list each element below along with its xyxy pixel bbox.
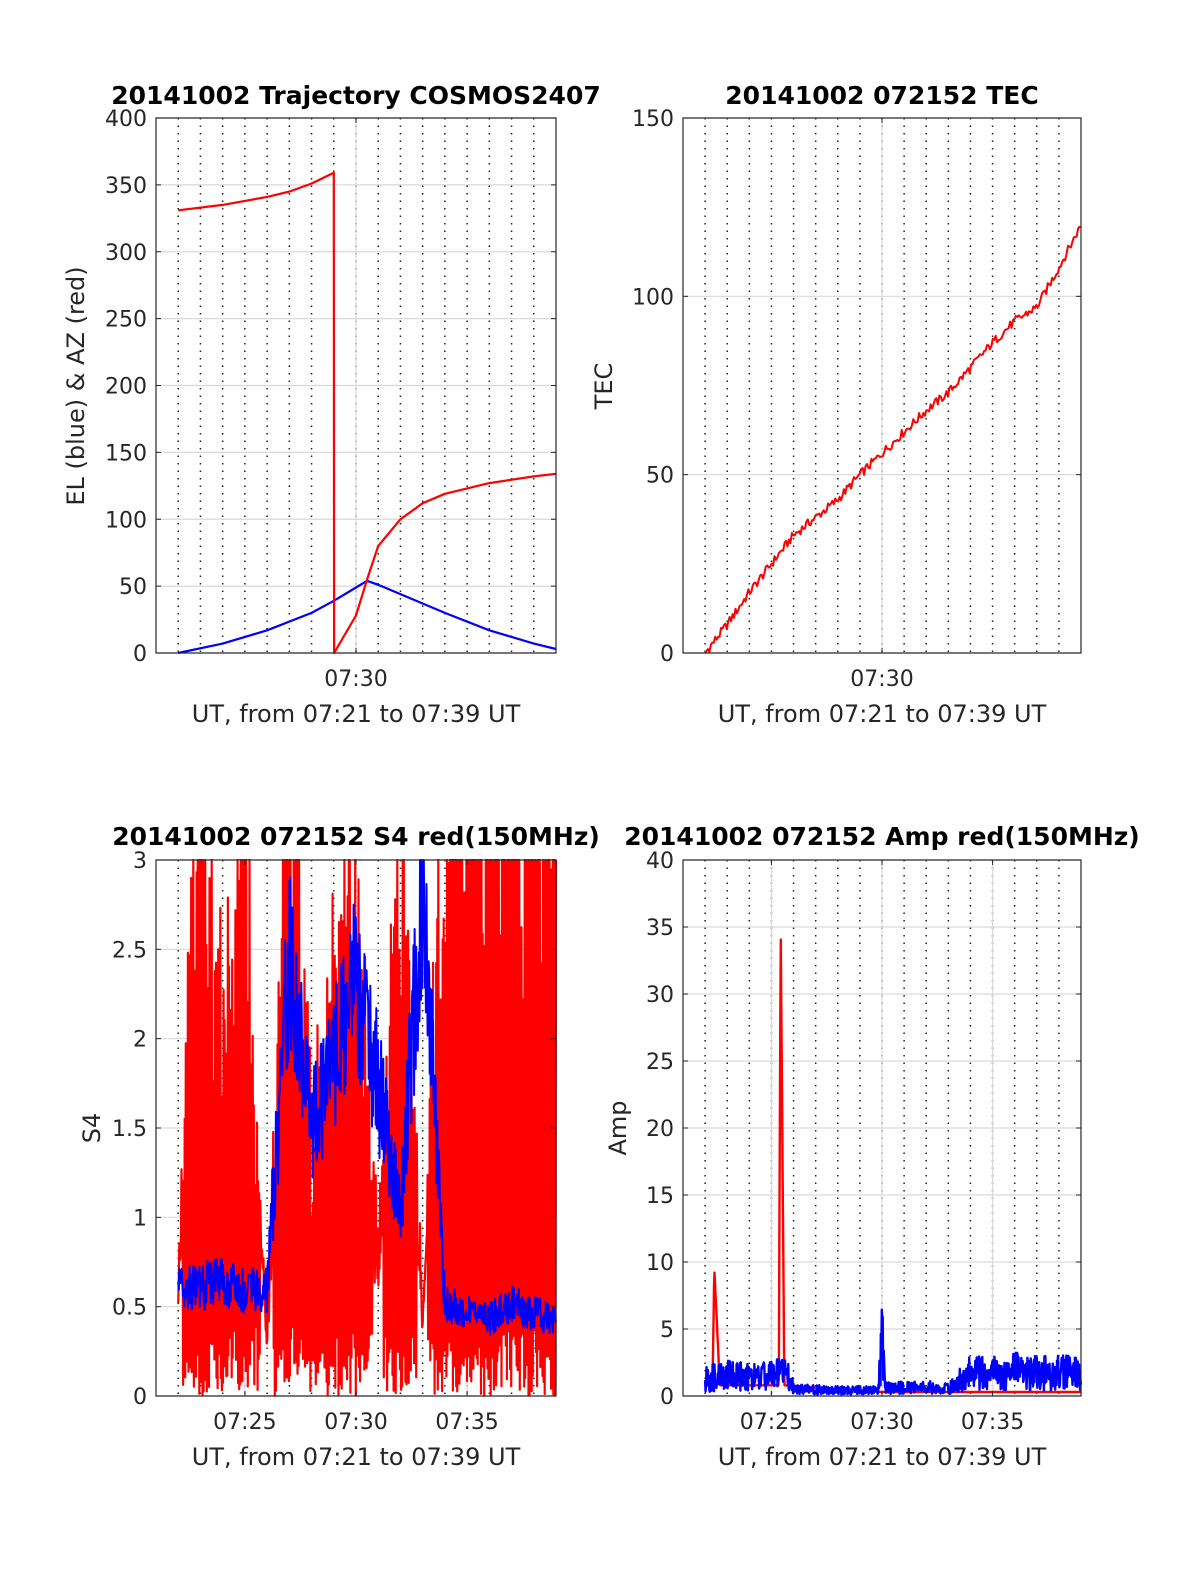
trajectory-y-tick-label: 200 (105, 375, 147, 400)
amp-y-tick-label: 5 (660, 1318, 674, 1343)
s4-ticks: 0 0.5 1 1.5 2 2.5 3 07:25 07:30 07:35 (112, 849, 556, 1435)
trajectory-title: 20141002 Trajectory COSMOS2407 (111, 81, 601, 110)
s4-y-label: S4 (78, 1113, 106, 1144)
amp-y-label: Amp (604, 1100, 632, 1155)
trajectory-y-tick-label: 0 (133, 642, 147, 667)
amp-series-blue-line (703, 1308, 1083, 1396)
amp-y-tick-label: 25 (646, 1050, 674, 1075)
tec-title: 20141002 072152 TEC (725, 81, 1038, 110)
s4-title: 20141002 072152 S4 red(150MHz) (112, 822, 600, 851)
tec-x-label: UT, from 07:21 to 07:39 UT (718, 700, 1047, 728)
trajectory-y-tick-label: 150 (105, 441, 147, 466)
s4-series (177, 858, 558, 1397)
amp-y-tick-label: 35 (646, 916, 674, 941)
trajectory-y-label: EL (blue) & AZ (red) (62, 266, 90, 505)
tec-y-tick-label: 100 (632, 285, 674, 310)
tec-series (704, 225, 1082, 654)
trajectory-x-label: UT, from 07:21 to 07:39 UT (192, 700, 521, 728)
trajectory-series-red-line (178, 171, 557, 655)
s4-series-blue-line (177, 859, 557, 1337)
tec-panel: 0 50 100 150 07:30 20141002 072152 TEC UT, f… (590, 81, 1082, 728)
amp-y-tick-label: 15 (646, 1184, 674, 1209)
trajectory-y-tick-label: 100 (105, 508, 147, 533)
s4-y-tick-label: 2.5 (112, 938, 147, 963)
tec-y-tick-label: 50 (646, 464, 674, 489)
s4-y-tick-label: 0 (133, 1385, 147, 1410)
s4-x-tick-label: 07:30 (324, 1410, 387, 1435)
tec-y-tick-label: 0 (660, 642, 674, 667)
s4-x-tick-label: 07:35 (435, 1410, 498, 1435)
tec-ticks: 0 50 100 150 07:30 (632, 107, 1081, 692)
tec-series-red-line (704, 225, 1082, 654)
trajectory-y-tick-label: 250 (105, 308, 147, 333)
s4-series-red-line (177, 858, 558, 1397)
amp-y-tick-label: 0 (660, 1385, 674, 1410)
tec-x-tick-label: 07:30 (850, 667, 913, 692)
s4-y-tick-label: 3 (133, 849, 147, 874)
s4-x-tick-label: 07:25 (213, 1410, 276, 1435)
amp-x-tick-label: 07:35 (961, 1410, 1024, 1435)
amp-panel: 0 5 10 15 20 25 30 35 40 07:25 07:30 07:35 20141002… (604, 822, 1140, 1471)
amp-y-tick-label: 10 (646, 1251, 674, 1276)
trajectory-y-tick-label: 300 (105, 241, 147, 266)
trajectory-panel: 0 50 100 150 200 250 300 350 400 07:30 20141002 T… (62, 81, 601, 728)
trajectory-y-tick-label: 400 (105, 107, 147, 132)
amp-series (703, 938, 1083, 1396)
s4-y-tick-label: 1 (133, 1206, 147, 1231)
trajectory-y-tick-label: 50 (119, 575, 147, 600)
amp-y-tick-label: 30 (646, 983, 674, 1008)
s4-y-tick-label: 1.5 (112, 1117, 147, 1142)
trajectory-series (177, 171, 557, 655)
amp-x-label: UT, from 07:21 to 07:39 UT (718, 1443, 1047, 1471)
trajectory-x-tick-label: 07:30 (324, 667, 387, 692)
amp-x-tick-label: 07:30 (850, 1410, 913, 1435)
trajectory-ticks: 0 50 100 150 200 250 300 350 400 07:30 (105, 107, 556, 692)
amp-y-tick-label: 40 (646, 849, 674, 874)
tec-y-label: TEC (590, 363, 618, 411)
s4-y-tick-label: 0.5 (112, 1296, 147, 1321)
s4-x-label: UT, from 07:21 to 07:39 UT (192, 1443, 521, 1471)
tec-y-tick-label: 150 (632, 107, 674, 132)
trajectory-y-tick-label: 350 (105, 174, 147, 199)
amp-ticks: 0 5 10 15 20 25 30 35 40 07:25 07:30 07:35 (646, 849, 1081, 1435)
amp-x-tick-label: 07:25 (740, 1410, 803, 1435)
s4-y-tick-label: 2 (133, 1028, 147, 1053)
s4-panel: 0 0.5 1 1.5 2 2.5 3 07:25 07:30 07:35 20141002 07… (78, 822, 600, 1471)
amp-y-tick-label: 20 (646, 1117, 674, 1142)
amp-title: 20141002 072152 Amp red(150MHz) (624, 822, 1140, 851)
